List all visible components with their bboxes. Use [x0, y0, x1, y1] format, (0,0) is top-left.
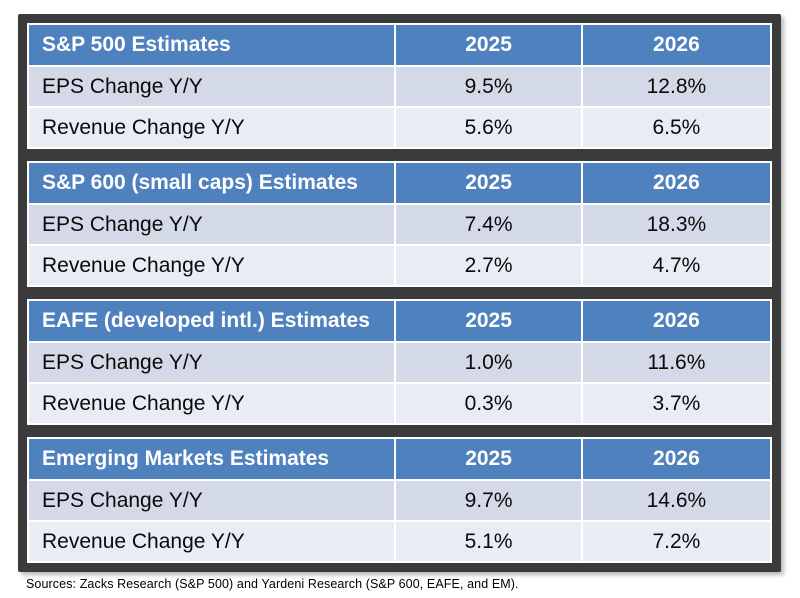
cell-revenue-2025: 0.3%	[396, 384, 581, 423]
table-title: Emerging Markets Estimates	[29, 439, 395, 479]
cell-eps-2025: 9.7%	[396, 481, 581, 520]
column-header-2026: 2026	[582, 439, 770, 479]
column-header-2025: 2025	[396, 163, 581, 203]
row-label-revenue-change: Revenue Change Y/Y	[29, 384, 395, 423]
table-sp600-estimates: S&P 600 (small caps) Estimates 2025 2026…	[27, 161, 772, 287]
table-sp500-estimates: S&P 500 Estimates 2025 2026 EPS Change Y…	[27, 23, 772, 149]
column-header-2026: 2026	[582, 301, 770, 341]
column-header-2025: 2025	[396, 301, 581, 341]
row-label-eps-change: EPS Change Y/Y	[29, 481, 395, 520]
table-emerging-markets-estimates: Emerging Markets Estimates 2025 2026 EPS…	[27, 437, 772, 563]
row-label-revenue-change: Revenue Change Y/Y	[29, 108, 395, 147]
row-label-eps-change: EPS Change Y/Y	[29, 343, 395, 382]
table-title: EAFE (developed intl.) Estimates	[29, 301, 395, 341]
column-header-2026: 2026	[582, 163, 770, 203]
table-eafe-estimates: EAFE (developed intl.) Estimates 2025 20…	[27, 299, 772, 425]
cell-eps-2025: 1.0%	[396, 343, 581, 382]
cell-eps-2026: 14.6%	[582, 481, 770, 520]
row-label-eps-change: EPS Change Y/Y	[29, 205, 395, 244]
column-header-2026: 2026	[582, 25, 770, 65]
row-label-revenue-change: Revenue Change Y/Y	[29, 246, 395, 285]
column-header-2025: 2025	[396, 439, 581, 479]
cell-revenue-2026: 6.5%	[582, 108, 770, 147]
cell-revenue-2025: 5.6%	[396, 108, 581, 147]
cell-eps-2025: 7.4%	[396, 205, 581, 244]
table-title: S&P 500 Estimates	[29, 25, 395, 65]
sources-footnote: Sources: Zacks Research (S&P 500) and Ya…	[26, 577, 519, 591]
cell-revenue-2025: 5.1%	[396, 522, 581, 561]
table-title: S&P 600 (small caps) Estimates	[29, 163, 395, 203]
cell-eps-2026: 18.3%	[582, 205, 770, 244]
estimates-tables-frame: S&P 500 Estimates 2025 2026 EPS Change Y…	[18, 14, 781, 572]
cell-revenue-2026: 4.7%	[582, 246, 770, 285]
row-label-eps-change: EPS Change Y/Y	[29, 67, 395, 106]
cell-eps-2026: 12.8%	[582, 67, 770, 106]
cell-eps-2025: 9.5%	[396, 67, 581, 106]
cell-eps-2026: 11.6%	[582, 343, 770, 382]
row-label-revenue-change: Revenue Change Y/Y	[29, 522, 395, 561]
cell-revenue-2025: 2.7%	[396, 246, 581, 285]
cell-revenue-2026: 7.2%	[582, 522, 770, 561]
cell-revenue-2026: 3.7%	[582, 384, 770, 423]
column-header-2025: 2025	[396, 25, 581, 65]
